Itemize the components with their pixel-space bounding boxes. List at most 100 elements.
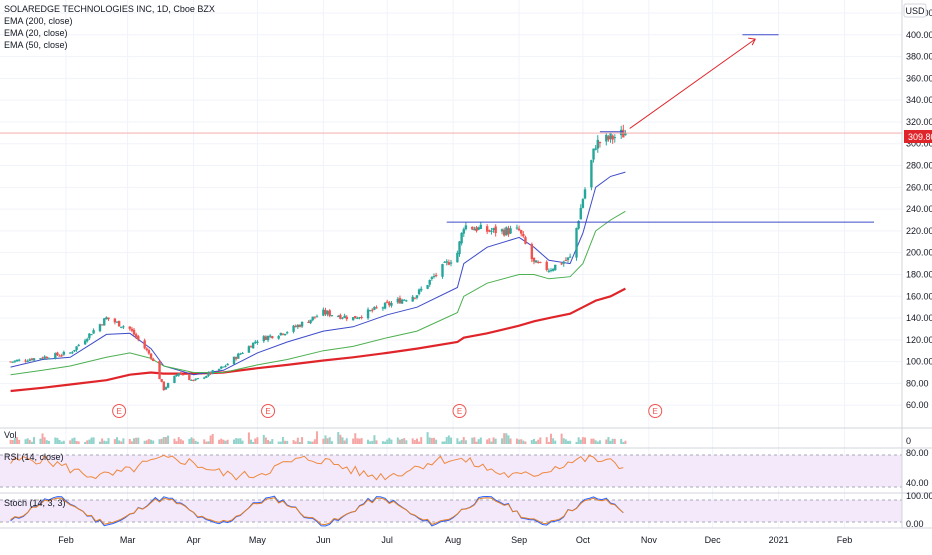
candle-body: [341, 317, 344, 319]
candle-body: [188, 375, 191, 381]
candle-body: [434, 274, 438, 276]
earnings-marker[interactable]: [112, 404, 127, 418]
candle-body: [443, 261, 446, 263]
candle-body: [237, 353, 240, 359]
volume-bar: [430, 438, 433, 444]
volume-bar: [488, 438, 491, 444]
volume-bar: [579, 439, 582, 444]
candle-body: [413, 297, 417, 299]
volume-bar: [560, 433, 563, 444]
volume-bar: [120, 441, 123, 444]
indicator-ema20[interactable]: EMA (20, close): [4, 28, 68, 38]
candle-body: [43, 356, 46, 359]
volume-bar: [545, 437, 548, 444]
price-tick-label: 380.00: [906, 52, 932, 62]
currency-button[interactable]: [903, 3, 927, 18]
volume-bar: [150, 439, 153, 444]
candle-body: [105, 317, 108, 320]
candle-body: [73, 349, 76, 352]
volume-bar: [277, 441, 280, 444]
candle-body: [279, 332, 283, 336]
candle-body: [611, 135, 614, 140]
volume-bar: [458, 441, 461, 444]
volume-bar: [367, 439, 370, 444]
volume-bar: [262, 434, 265, 444]
candle-body: [113, 318, 117, 323]
volume-bar: [296, 437, 299, 444]
time-axis-label: May: [249, 535, 267, 545]
volume-bar: [415, 438, 418, 444]
candle-body: [622, 129, 625, 138]
candle-body: [71, 352, 74, 354]
candle-body: [90, 334, 93, 336]
candle-body: [311, 316, 314, 321]
indicator-ema200[interactable]: EMA (200, close): [4, 16, 73, 26]
volume-bar: [69, 440, 72, 444]
candle-body: [473, 228, 476, 231]
candle-body: [515, 227, 519, 229]
candle-body: [283, 333, 287, 336]
time-axis-label: Jun: [316, 535, 331, 545]
candle-body: [396, 298, 400, 303]
candle-body: [222, 366, 225, 368]
volume-bar: [509, 438, 512, 444]
volume-bar: [137, 437, 140, 444]
candle-body: [534, 260, 538, 263]
volume-bar: [386, 439, 389, 444]
stoch-band: [0, 500, 902, 522]
candle-body: [205, 376, 208, 378]
candle-body: [254, 341, 257, 343]
volume-bar: [411, 438, 414, 444]
price-tick-label: 360.00: [906, 73, 932, 83]
volume-bar: [301, 437, 304, 444]
earnings-marker[interactable]: [261, 404, 276, 418]
volume-bar: [47, 440, 50, 444]
candle-body: [249, 346, 253, 348]
candle-body: [566, 257, 570, 260]
candle-body: [583, 189, 587, 199]
volume-bar: [515, 438, 518, 444]
indicator-ema50[interactable]: EMA (50, close): [4, 40, 68, 50]
price-tick-label: 400.00: [906, 30, 932, 40]
volume-bar: [167, 435, 170, 444]
volume-bar: [103, 440, 106, 444]
volume-bar: [490, 441, 493, 444]
volume-bar: [577, 437, 580, 444]
candle-body: [132, 329, 136, 335]
volume-bar: [596, 441, 599, 444]
earnings-marker[interactable]: [452, 404, 467, 418]
volume-bar: [590, 438, 593, 444]
volume-bar: [264, 437, 267, 444]
volume-bar: [479, 437, 482, 444]
volume-bar: [311, 441, 314, 444]
candle-body: [54, 353, 57, 359]
candle-body: [549, 270, 553, 272]
candle-body: [400, 299, 404, 304]
volume-bar: [101, 438, 104, 444]
volume-bar: [552, 438, 555, 444]
volume-bar: [28, 439, 31, 444]
candle-body: [432, 276, 436, 278]
volume-bar: [339, 434, 342, 444]
candle-body: [281, 333, 285, 335]
candle-body: [173, 375, 176, 383]
volume-bar: [388, 437, 391, 444]
volume-bar: [426, 432, 429, 444]
candle-body: [315, 316, 319, 318]
volume-bar: [607, 437, 610, 444]
projection-arrow[interactable]: [629, 38, 756, 129]
candle-body: [285, 332, 289, 334]
candle-body: [239, 353, 242, 355]
candle-body: [62, 351, 66, 355]
candle-body: [56, 352, 59, 356]
candle-body: [179, 373, 183, 375]
candle-body: [420, 288, 423, 291]
candle-body: [554, 264, 557, 271]
candle-body: [192, 379, 195, 381]
volume-bar: [207, 441, 210, 444]
candle-body: [209, 372, 212, 375]
earnings-marker[interactable]: [648, 404, 663, 418]
volume-bar: [375, 440, 378, 444]
